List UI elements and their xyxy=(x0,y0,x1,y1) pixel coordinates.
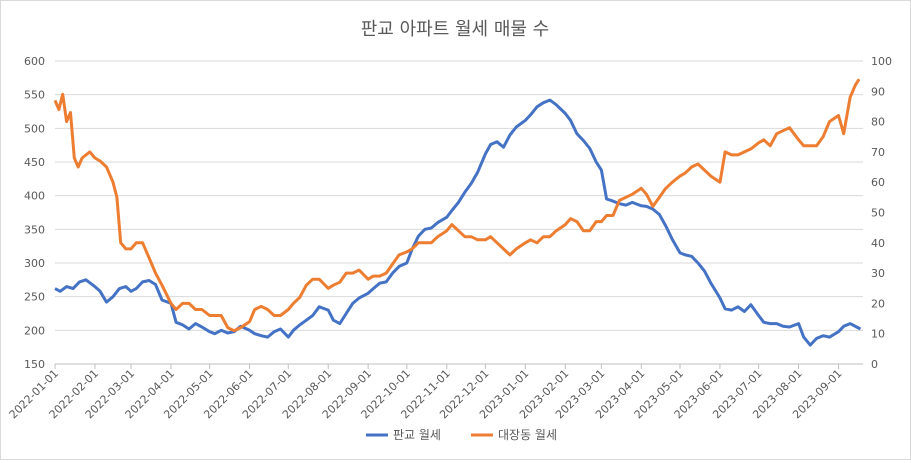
left-tick-label: 350 xyxy=(24,223,45,236)
left-tick-label: 550 xyxy=(24,89,45,102)
right-tick-label: 20 xyxy=(871,297,885,310)
chart-title: 판교 아파트 월세 매물 수 xyxy=(361,19,550,40)
right-tick-label: 90 xyxy=(871,85,885,98)
x-axis: 2022-01-012022-02-012022-03-012022-04-01… xyxy=(7,364,845,421)
series-line-2 xyxy=(53,78,861,333)
right-tick-label: 100 xyxy=(871,55,892,68)
legend: 판교 월세 대장동 월세 xyxy=(366,428,557,442)
left-tick-label: 150 xyxy=(24,358,45,371)
left-tick-label: 600 xyxy=(24,55,45,68)
legend-label-1: 판교 월세 xyxy=(393,428,441,442)
right-tick-label: 30 xyxy=(871,267,885,280)
series-line-1 xyxy=(54,98,862,347)
left-y-axis: 150 200 250 300 350 400 450 500 550 600 xyxy=(24,55,45,371)
right-tick-label: 50 xyxy=(871,207,885,220)
right-y-axis: 0 10 20 30 40 50 60 70 80 90 100 xyxy=(871,55,892,371)
right-tick-label: 0 xyxy=(871,358,878,371)
left-tick-label: 450 xyxy=(24,156,45,169)
right-tick-label: 10 xyxy=(871,328,885,341)
series-lines xyxy=(53,78,862,347)
left-tick-label: 500 xyxy=(24,122,45,135)
right-tick-label: 80 xyxy=(871,116,885,129)
left-tick-label: 400 xyxy=(24,190,45,203)
left-tick-label: 250 xyxy=(24,291,45,304)
right-tick-label: 40 xyxy=(871,237,885,250)
left-tick-label: 300 xyxy=(24,257,45,270)
legend-label-2: 대장동 월세 xyxy=(498,428,557,442)
right-tick-label: 60 xyxy=(871,176,885,189)
left-tick-label: 200 xyxy=(24,324,45,337)
right-tick-label: 70 xyxy=(871,146,885,159)
